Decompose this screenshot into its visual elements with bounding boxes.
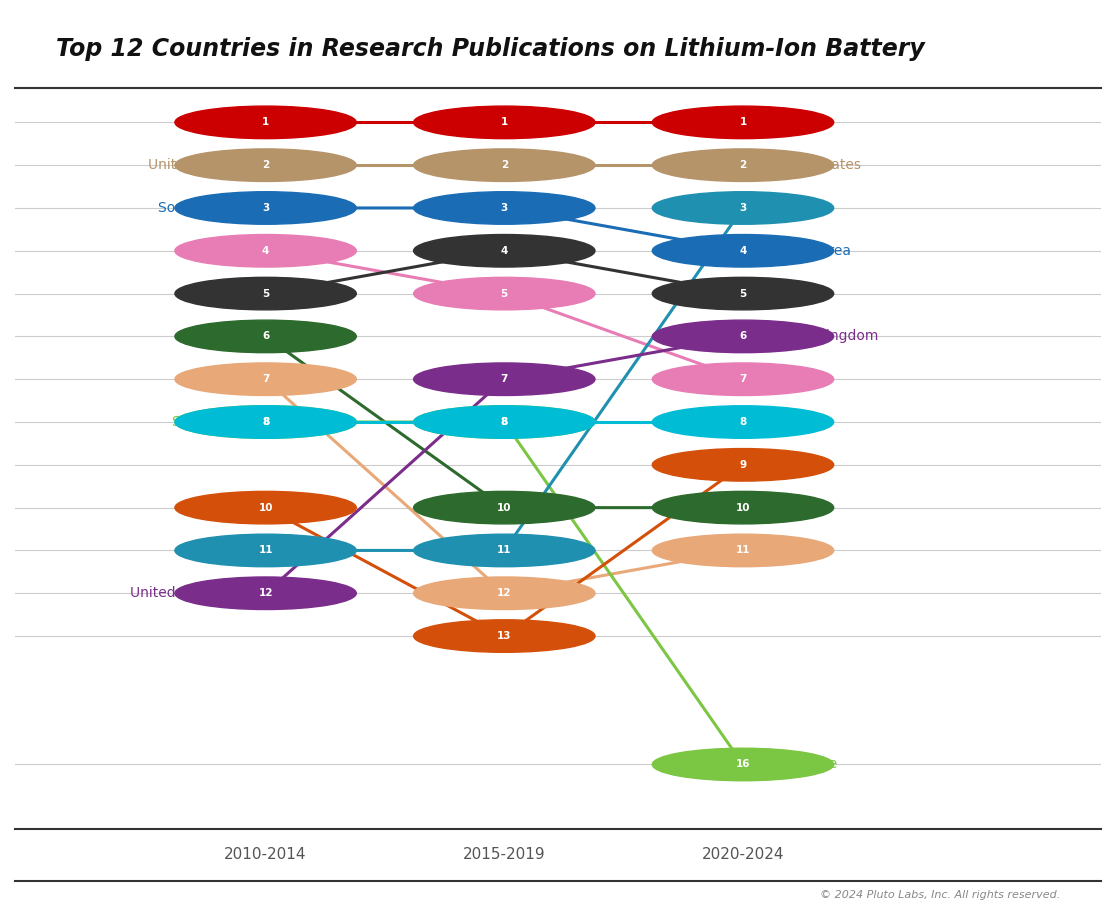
Circle shape: [175, 577, 356, 610]
Circle shape: [652, 320, 834, 353]
Text: 8: 8: [262, 417, 269, 427]
Text: United States: United States: [767, 158, 860, 172]
Text: © 2024 Pluto Labs, Inc. All rights reserved.: © 2024 Pluto Labs, Inc. All rights reser…: [820, 890, 1060, 900]
Text: Taiwan: Taiwan: [194, 372, 242, 387]
Text: 3: 3: [262, 203, 269, 213]
Text: 7: 7: [501, 374, 508, 384]
Circle shape: [414, 235, 595, 267]
Circle shape: [414, 406, 595, 439]
Text: China: China: [202, 115, 242, 130]
Text: Singapore: Singapore: [767, 758, 837, 771]
Text: 2: 2: [262, 160, 269, 170]
Text: 13: 13: [497, 631, 511, 641]
Text: 12: 12: [497, 589, 511, 599]
Circle shape: [652, 106, 834, 139]
Circle shape: [652, 363, 834, 396]
Text: Top 12 Countries in Research Publications on Lithium-Ion Battery: Top 12 Countries in Research Publication…: [56, 37, 924, 60]
Text: South Korea: South Korea: [157, 201, 242, 215]
Text: 3: 3: [740, 203, 747, 213]
Text: 11: 11: [497, 546, 511, 556]
Text: Italy: Italy: [212, 501, 242, 515]
Text: 6: 6: [740, 332, 747, 342]
Text: 2: 2: [740, 160, 747, 170]
Circle shape: [414, 277, 595, 310]
Circle shape: [414, 149, 595, 182]
Text: Japan: Japan: [203, 244, 242, 258]
Text: Italy: Italy: [767, 458, 797, 472]
Circle shape: [175, 406, 356, 439]
Circle shape: [414, 192, 595, 224]
Text: 1: 1: [501, 117, 508, 127]
Text: 4: 4: [739, 246, 747, 256]
Text: United States: United States: [147, 158, 242, 172]
Text: 8: 8: [262, 417, 269, 427]
Text: 9: 9: [740, 460, 747, 470]
Circle shape: [175, 406, 356, 439]
Circle shape: [414, 106, 595, 139]
Text: South Korea: South Korea: [767, 244, 850, 258]
Text: 6: 6: [262, 332, 269, 342]
Text: United Kingdom: United Kingdom: [131, 586, 242, 600]
Circle shape: [175, 149, 356, 182]
Text: Canada: Canada: [767, 415, 820, 429]
Text: France: France: [195, 329, 242, 344]
Circle shape: [175, 192, 356, 224]
Circle shape: [175, 277, 356, 310]
Text: 16: 16: [735, 760, 750, 770]
Text: 10: 10: [497, 503, 511, 513]
Text: Taiwan: Taiwan: [767, 544, 815, 558]
Circle shape: [175, 492, 356, 524]
Text: 10: 10: [735, 503, 750, 513]
Text: 5: 5: [740, 289, 747, 299]
Circle shape: [652, 749, 834, 781]
Circle shape: [414, 577, 595, 610]
Circle shape: [652, 534, 834, 567]
Circle shape: [652, 192, 834, 224]
Text: 2: 2: [501, 160, 508, 170]
Text: China: China: [767, 115, 807, 130]
Text: 3: 3: [501, 203, 508, 213]
Circle shape: [414, 620, 595, 653]
Circle shape: [652, 406, 834, 439]
Circle shape: [414, 406, 595, 439]
Text: France: France: [767, 501, 814, 515]
Text: 5: 5: [501, 289, 508, 299]
Text: 11: 11: [735, 546, 750, 556]
Circle shape: [175, 235, 356, 267]
Text: 8: 8: [740, 417, 747, 427]
Circle shape: [175, 106, 356, 139]
Circle shape: [652, 449, 834, 481]
Text: Canada: Canada: [189, 415, 242, 429]
Text: India: India: [767, 201, 801, 215]
Text: India: India: [208, 544, 242, 558]
Text: United Kingdom: United Kingdom: [767, 329, 878, 344]
Text: 8: 8: [501, 417, 508, 427]
Circle shape: [414, 363, 595, 396]
Circle shape: [652, 492, 834, 524]
Text: 12: 12: [259, 589, 273, 599]
Circle shape: [414, 534, 595, 567]
Text: 7: 7: [262, 374, 269, 384]
Circle shape: [652, 277, 834, 310]
Text: 5: 5: [262, 289, 269, 299]
Text: Japan: Japan: [767, 372, 806, 387]
Circle shape: [175, 363, 356, 396]
Text: 4: 4: [262, 246, 269, 256]
Circle shape: [414, 492, 595, 524]
Text: 1: 1: [740, 117, 747, 127]
Text: Singapore: Singapore: [172, 415, 242, 429]
Text: 4: 4: [501, 246, 508, 256]
Text: 8: 8: [501, 417, 508, 427]
Text: Germany: Germany: [767, 287, 830, 301]
Text: 11: 11: [259, 546, 273, 556]
Text: Germany: Germany: [177, 287, 242, 301]
Circle shape: [175, 534, 356, 567]
Text: 1: 1: [262, 117, 269, 127]
Text: 10: 10: [259, 503, 273, 513]
Circle shape: [652, 149, 834, 182]
Circle shape: [175, 320, 356, 353]
Text: 7: 7: [739, 374, 747, 384]
Circle shape: [652, 235, 834, 267]
